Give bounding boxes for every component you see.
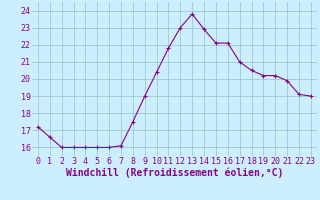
X-axis label: Windchill (Refroidissement éolien,°C): Windchill (Refroidissement éolien,°C) <box>66 168 283 178</box>
